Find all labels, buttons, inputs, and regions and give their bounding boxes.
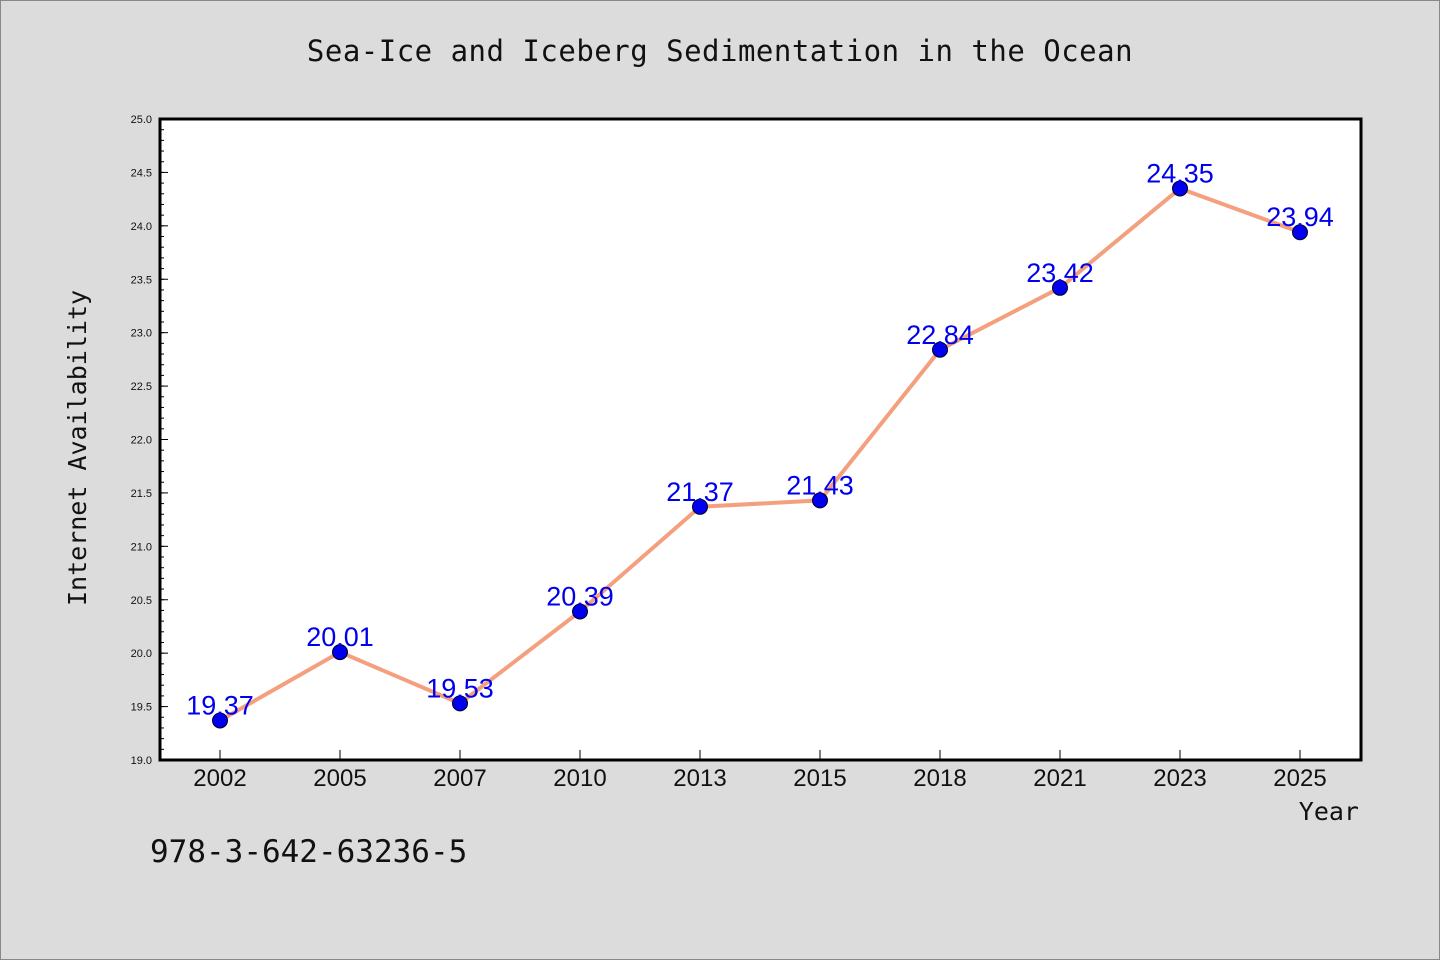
x-tick-label: 2010 [553, 765, 606, 792]
data-point [212, 712, 228, 729]
x-tick-label: 2023 [1153, 765, 1206, 792]
y-tick-label: 20.5 [131, 595, 152, 607]
y-tick-label: 19.5 [131, 702, 152, 714]
y-tick-label: 23.5 [131, 274, 152, 286]
series-path [219, 186, 1301, 723]
x-tick-label: 2007 [433, 765, 486, 792]
data-point [1172, 180, 1188, 197]
data-label: 19.37 [186, 690, 254, 720]
x-tick-label: 2005 [313, 765, 366, 792]
x-tick-label: 2025 [1273, 765, 1326, 792]
data-point [332, 644, 348, 661]
data-point [452, 695, 468, 712]
y-axis: 19.0 19.5 20.0 20.5 21.0 21.5 22.0 22.5 23.0 23.5… [131, 114, 168, 767]
y-tick-label: 24.0 [131, 221, 152, 233]
x-axis-label: Year [1299, 797, 1359, 826]
chart-title: Sea-Ice and Iceberg Sedimentation in the… [306, 34, 1134, 68]
data-label: 20.01 [306, 622, 374, 652]
y-tick-label: 22.0 [131, 435, 152, 447]
plot-area [158, 117, 1363, 762]
series-line [219, 186, 1301, 723]
data-labels: 19.37 20.01 19.53 20.39 21.37 21.43 22.84 23.42… [186, 158, 1334, 720]
x-tick-label: 2021 [1033, 765, 1086, 792]
data-label: 24.35 [1146, 158, 1214, 188]
data-label: 21.43 [786, 470, 854, 500]
y-tick-label: 20.0 [131, 648, 152, 660]
data-point [1052, 279, 1068, 296]
footer-code: 978-3-642-63236-5 [150, 834, 468, 870]
data-label: 19.53 [426, 673, 494, 703]
series-markers [212, 180, 1308, 729]
data-label: 20.39 [546, 582, 614, 612]
data-label: 22.84 [906, 320, 974, 350]
data-point [932, 341, 948, 358]
data-point [812, 492, 828, 509]
y-tick-label: 24.5 [131, 167, 152, 179]
y-tick-label: 22.5 [131, 381, 152, 393]
data-point [1292, 224, 1308, 241]
data-label: 23.94 [1266, 202, 1334, 232]
data-label: 23.42 [1026, 258, 1094, 288]
data-point [572, 603, 588, 620]
x-axis: 2002 2005 2007 2010 2013 2015 2018 2021 2023 2025 [193, 750, 1327, 792]
y-tick-label: 25.0 [131, 114, 152, 126]
y-tick-label: 23.0 [131, 328, 152, 340]
x-tick-label: 2015 [793, 765, 846, 792]
x-tick-label: 2018 [913, 765, 966, 792]
x-tick-label: 2013 [673, 765, 726, 792]
y-tick-label: 21.0 [131, 541, 152, 553]
y-axis-label: Internet Availability [63, 290, 92, 606]
y-tick-label: 21.5 [131, 488, 152, 500]
y-tick-label: 19.0 [131, 755, 152, 767]
x-tick-label: 2002 [193, 765, 246, 792]
data-label: 21.37 [666, 477, 734, 507]
data-point [692, 498, 708, 515]
